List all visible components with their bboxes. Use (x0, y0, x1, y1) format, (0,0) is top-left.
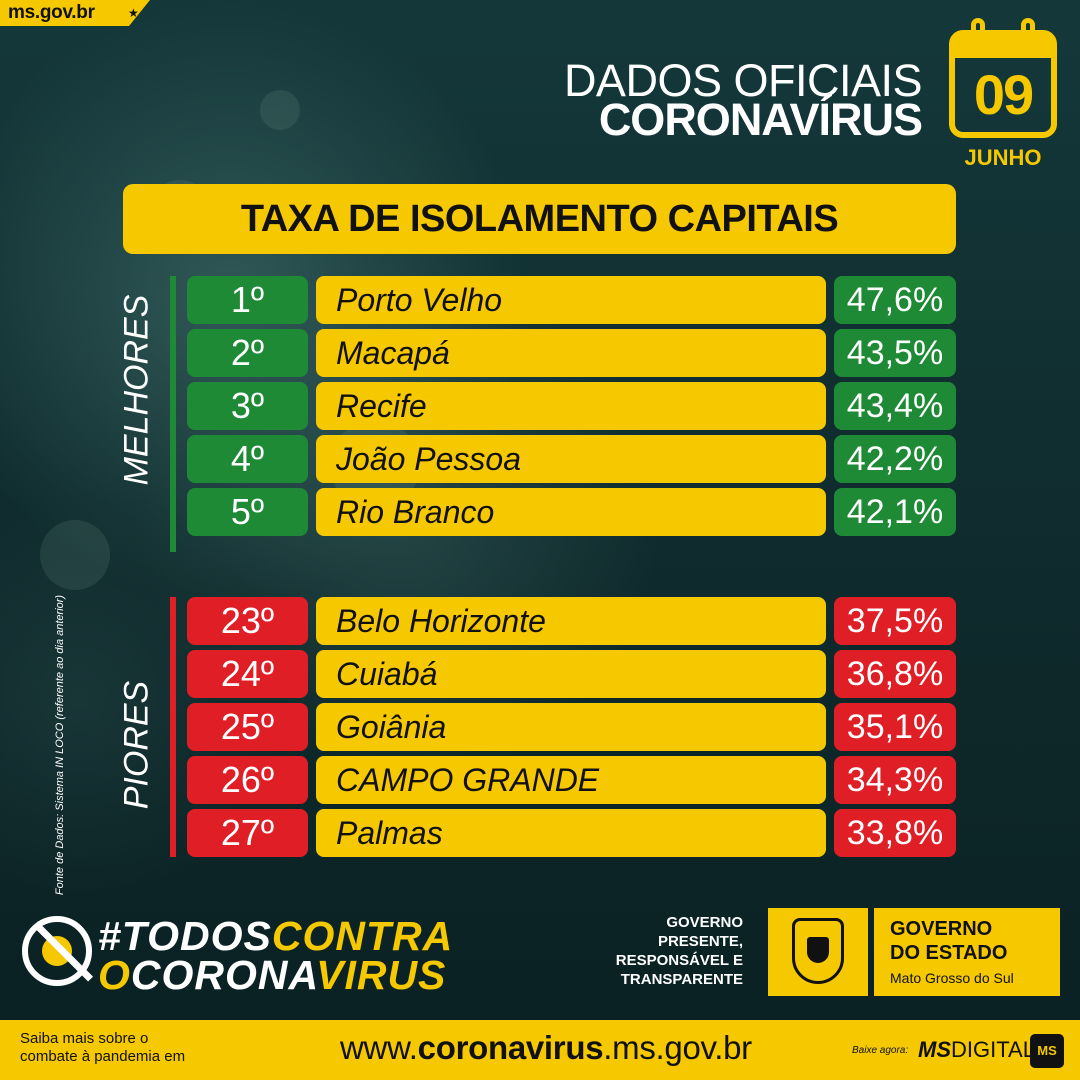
campaign-hashtag-line-1: #TODOSCONTRA (98, 913, 453, 960)
table-row: 25º Goiânia 35,1% (0, 703, 1080, 751)
government-name-line-2: DO ESTADO (890, 942, 1008, 964)
rate-cell: 33,8% (834, 809, 956, 857)
footer-info-line: Saiba mais sobre o (20, 1030, 149, 1047)
slogan-line: RESPONSÁVEL E (615, 952, 743, 969)
rank-cell: 5º (187, 488, 308, 536)
url-part[interactable]: .ms.gov.br (603, 1029, 752, 1066)
slogan-line: TRANSPARENTE (620, 971, 743, 988)
ms-digital-app-icon[interactable]: MS (1030, 1034, 1064, 1068)
rate-cell: 34,3% (834, 756, 956, 804)
worst-group-bar (170, 597, 176, 857)
campaign-text: CONTRA (271, 913, 454, 959)
government-slogan: GOVERNO PRESENTE, RESPONSÁVEL E TRANSPAR… (616, 913, 743, 989)
rank-cell: 27º (187, 809, 308, 857)
city-cell: CAMPO GRANDE (316, 756, 826, 804)
app-name-part[interactable]: DIGITAL (951, 1037, 1035, 1062)
rate-cell: 47,6% (834, 276, 956, 324)
table-row: 1º Porto Velho 47,6% (0, 276, 1080, 324)
site-tag-text[interactable]: ms.gov.br (8, 2, 95, 23)
table-row: 3º Recife 43,4% (0, 382, 1080, 430)
rate-cell: 36,8% (834, 650, 956, 698)
table-row: 24º Cuiabá 36,8% (0, 650, 1080, 698)
city-cell: Cuiabá (316, 650, 826, 698)
campaign-hashtag-line-2: OCORONAVIRUS (98, 952, 446, 999)
city-cell: João Pessoa (316, 435, 826, 483)
slogan-line: GOVERNO (666, 914, 743, 931)
rank-cell: 3º (187, 382, 308, 430)
footer: Saiba mais sobre o combate à pandemia em… (0, 1020, 1080, 1080)
table-row: 4º João Pessoa 42,2% (0, 435, 1080, 483)
city-cell: Goiânia (316, 703, 826, 751)
rate-cell: 43,5% (834, 329, 956, 377)
slogan-line: PRESENTE, (657, 933, 743, 950)
rate-cell: 37,5% (834, 597, 956, 645)
rate-cell: 35,1% (834, 703, 956, 751)
table-row: 2º Macapá 43,5% (0, 329, 1080, 377)
rate-cell: 43,4% (834, 382, 956, 430)
city-cell: Recife (316, 382, 826, 430)
city-cell: Porto Velho (316, 276, 826, 324)
city-cell: Rio Branco (316, 488, 826, 536)
header-line-2: CORONAVÍRUS (598, 94, 923, 145)
rate-cell: 42,1% (834, 488, 956, 536)
government-name-line-1: GOVERNO (890, 918, 993, 940)
rate-cell: 42,2% (834, 435, 956, 483)
rank-cell: 23º (187, 597, 308, 645)
city-cell: Belo Horizonte (316, 597, 826, 645)
rank-cell: 2º (187, 329, 308, 377)
table-row: 23º Belo Horizonte 37,5% (0, 597, 1080, 645)
table-row: 27º Palmas 33,8% (0, 809, 1080, 857)
government-logo: GOVERNO DO ESTADO Mato Grosso do Sul (874, 908, 1060, 996)
rank-cell: 24º (187, 650, 308, 698)
download-label: Baixe agora: (852, 1045, 909, 1056)
calendar-icon: 09 (949, 18, 1057, 138)
footer-info-line: combate à pandemia em (20, 1048, 186, 1065)
table-row: 26º CAMPO GRANDE 34,3% (0, 756, 1080, 804)
city-cell: Macapá (316, 329, 826, 377)
ms-digital-app-link[interactable]: MSDIGITAL (918, 1037, 1035, 1063)
rank-cell: 1º (187, 276, 308, 324)
source-note: Fonte de Dados: Sistema IN LOCO (referen… (54, 594, 66, 896)
header-line-1: DADOS OFICIAIS (563, 55, 923, 106)
rank-cell: 4º (187, 435, 308, 483)
ranking-title: TAXA DE ISOLAMENTO CAPITAIS (123, 184, 956, 254)
campaign-text: CORONA (130, 952, 317, 998)
star-icon: ★ (128, 6, 139, 20)
calendar-day: 09 (973, 63, 1034, 126)
state-crest-logo (768, 908, 868, 996)
website-link[interactable]: www.coronavirus.ms.gov.br (340, 1029, 752, 1067)
app-name-part[interactable]: MS (918, 1037, 951, 1062)
site-tag[interactable] (0, 0, 150, 26)
calendar-month: JUNHO (964, 145, 1042, 170)
campaign-text: #TODOS (98, 913, 272, 959)
campaign-text: VIRUS (316, 952, 447, 998)
state-name: Mato Grosso do Sul (890, 970, 1014, 986)
table-row: 5º Rio Branco 42,1% (0, 488, 1080, 536)
url-part[interactable]: coronavirus (417, 1029, 604, 1066)
rank-cell: 26º (187, 756, 308, 804)
url-part[interactable]: www. (340, 1029, 418, 1066)
best-group-bar (170, 276, 176, 552)
campaign-text: O (98, 952, 131, 998)
rank-cell: 25º (187, 703, 308, 751)
footer-info: Saiba mais sobre o combate à pandemia em (20, 1030, 185, 1066)
city-cell: Palmas (316, 809, 826, 857)
no-virus-icon (22, 916, 94, 986)
